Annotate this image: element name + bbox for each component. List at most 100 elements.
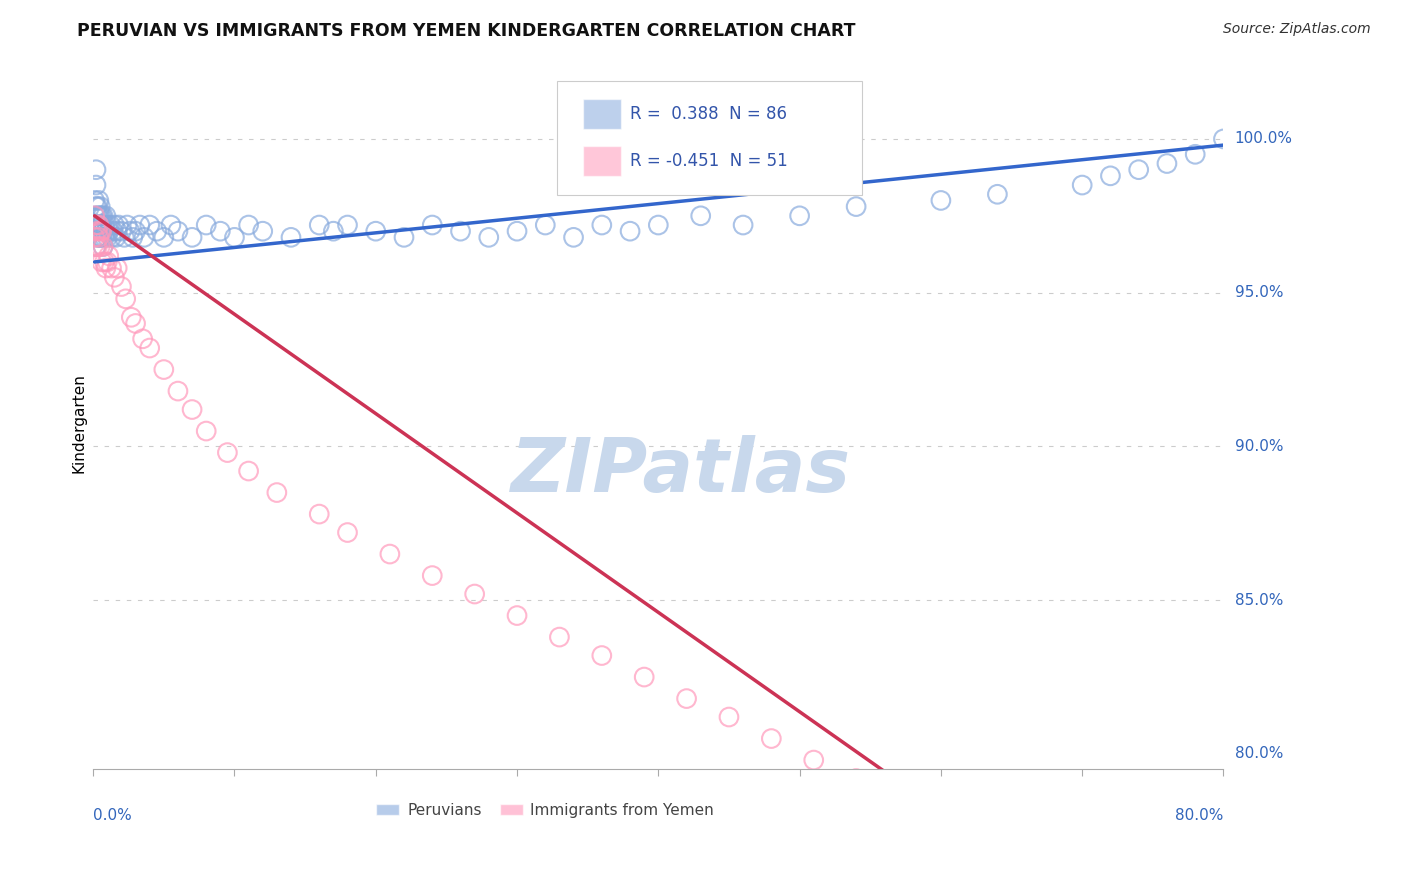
- Point: [478, 230, 501, 244]
- Point: [107, 218, 129, 232]
- Point: [110, 279, 132, 293]
- Point: [118, 224, 141, 238]
- Point: [94, 224, 117, 238]
- Point: [132, 230, 155, 244]
- Point: [266, 485, 288, 500]
- Point: [138, 341, 160, 355]
- Text: 95.0%: 95.0%: [1234, 285, 1284, 301]
- Point: [591, 648, 613, 663]
- Point: [89, 209, 111, 223]
- Point: [378, 547, 401, 561]
- Point: [929, 814, 952, 829]
- Point: [1071, 178, 1094, 192]
- Point: [803, 753, 825, 767]
- Point: [153, 362, 176, 376]
- Text: 85.0%: 85.0%: [1234, 592, 1282, 607]
- Point: [89, 239, 111, 253]
- Point: [506, 224, 529, 238]
- Point: [89, 230, 111, 244]
- Point: [87, 194, 110, 208]
- FancyBboxPatch shape: [582, 146, 621, 177]
- Point: [181, 402, 204, 417]
- Point: [91, 209, 114, 223]
- Point: [450, 224, 472, 238]
- Point: [96, 218, 118, 232]
- Point: [90, 218, 112, 232]
- Point: [647, 218, 669, 232]
- Point: [336, 525, 359, 540]
- Point: [97, 249, 120, 263]
- Point: [138, 218, 160, 232]
- Point: [101, 224, 124, 238]
- Point: [83, 209, 105, 223]
- Point: [619, 224, 641, 238]
- Point: [87, 209, 110, 223]
- Point: [364, 224, 387, 238]
- Point: [83, 194, 105, 208]
- Point: [124, 224, 146, 238]
- Point: [84, 239, 107, 253]
- Point: [98, 218, 121, 232]
- Point: [181, 230, 204, 244]
- Point: [104, 230, 127, 244]
- Text: R = -0.451  N = 51: R = -0.451 N = 51: [630, 153, 787, 170]
- Point: [1184, 147, 1206, 161]
- Text: R =  0.388  N = 86: R = 0.388 N = 86: [630, 105, 787, 123]
- Point: [83, 224, 105, 238]
- Point: [131, 332, 153, 346]
- Point: [464, 587, 486, 601]
- Point: [115, 218, 138, 232]
- Point: [308, 218, 330, 232]
- Point: [86, 200, 108, 214]
- Point: [84, 178, 107, 192]
- Point: [97, 224, 120, 238]
- Point: [112, 230, 135, 244]
- Point: [717, 710, 740, 724]
- Point: [91, 239, 114, 253]
- Point: [114, 292, 136, 306]
- Point: [89, 200, 111, 214]
- Text: PERUVIAN VS IMMIGRANTS FROM YEMEN KINDERGARTEN CORRELATION CHART: PERUVIAN VS IMMIGRANTS FROM YEMEN KINDER…: [77, 22, 856, 40]
- Text: 0.0%: 0.0%: [93, 808, 132, 823]
- Point: [110, 224, 132, 238]
- Point: [392, 230, 415, 244]
- Point: [145, 224, 167, 238]
- Point: [124, 317, 146, 331]
- Point: [675, 691, 697, 706]
- Point: [120, 310, 142, 325]
- Point: [224, 230, 246, 244]
- Point: [105, 261, 128, 276]
- Point: [90, 255, 112, 269]
- Point: [91, 224, 114, 238]
- Point: [1014, 855, 1036, 869]
- Text: 90.0%: 90.0%: [1234, 439, 1284, 454]
- Point: [105, 224, 128, 238]
- Point: [217, 445, 239, 459]
- Point: [89, 218, 111, 232]
- Point: [93, 255, 115, 269]
- Point: [87, 218, 110, 232]
- Point: [93, 218, 115, 232]
- Point: [308, 507, 330, 521]
- Point: [83, 230, 105, 244]
- Point: [238, 464, 260, 478]
- Point: [252, 224, 274, 238]
- Point: [90, 230, 112, 244]
- Point: [420, 568, 443, 582]
- Point: [336, 218, 359, 232]
- Point: [420, 218, 443, 232]
- Point: [100, 230, 122, 244]
- Point: [86, 209, 108, 223]
- Point: [103, 270, 125, 285]
- Point: [87, 230, 110, 244]
- Point: [103, 218, 125, 232]
- Point: [89, 224, 111, 238]
- Point: [733, 218, 755, 232]
- Point: [761, 731, 783, 746]
- Point: [1156, 156, 1178, 170]
- Point: [689, 209, 711, 223]
- Point: [238, 218, 260, 232]
- Point: [1212, 132, 1234, 146]
- Point: [84, 218, 107, 232]
- Point: [83, 209, 105, 223]
